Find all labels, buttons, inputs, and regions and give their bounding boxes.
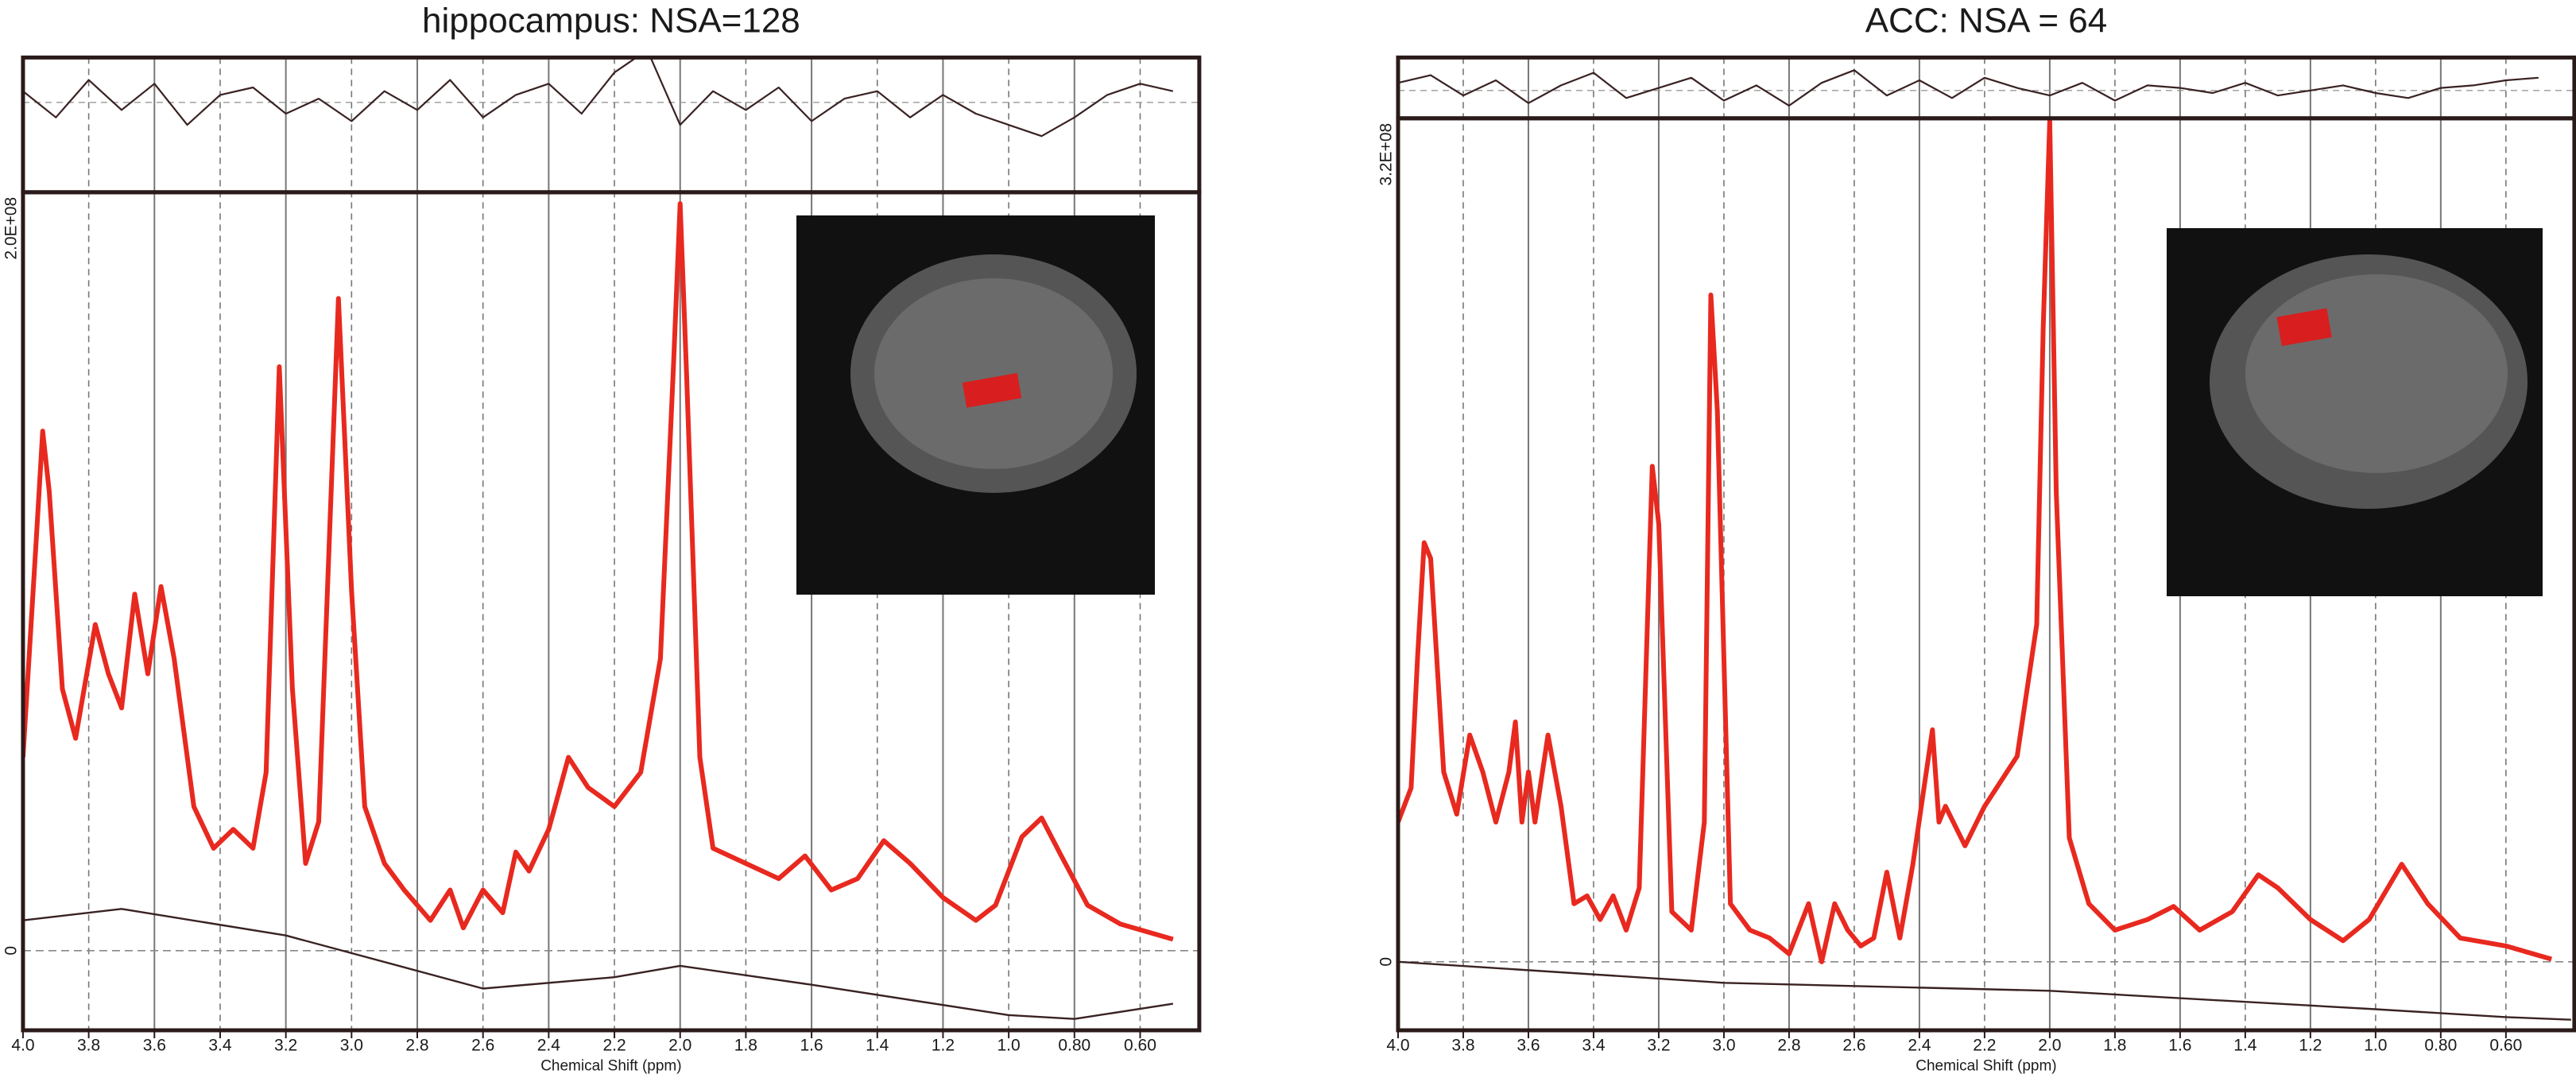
x-tick-label: 4.0 bbox=[1386, 1037, 1409, 1055]
residual-frame bbox=[1396, 55, 2576, 121]
chart-title: hippocampus: NSA=128 bbox=[422, 2, 800, 41]
x-tick-label: 1.4 bbox=[866, 1037, 889, 1055]
x-tick-label: 1.0 bbox=[997, 1037, 1021, 1055]
x-tick-label: 2.8 bbox=[1777, 1037, 1800, 1055]
x-tick-label: 1.6 bbox=[2168, 1037, 2191, 1055]
x-tick-label: 2.2 bbox=[1973, 1037, 1996, 1055]
x-tick-label: 1.2 bbox=[2299, 1037, 2322, 1055]
y-tick-label: 0 bbox=[2, 946, 20, 956]
x-tick-label: 3.8 bbox=[77, 1037, 100, 1055]
voxel bbox=[2276, 308, 2332, 347]
baseline-line bbox=[22, 908, 1173, 1020]
x-tick-label: 3.0 bbox=[1712, 1037, 1735, 1055]
y-tick-label: 3.2E+08 bbox=[1377, 123, 1396, 186]
plot-frame bbox=[21, 190, 1202, 1033]
x-tick-label: 1.0 bbox=[2364, 1037, 2387, 1055]
x-tick-label: 0.60 bbox=[2489, 1037, 2522, 1055]
x-tick-label: 3.2 bbox=[274, 1037, 297, 1055]
mri-inset bbox=[796, 215, 1155, 595]
x-tick-label: 1.8 bbox=[2103, 1037, 2126, 1055]
x-tick-label: 3.2 bbox=[1647, 1037, 1670, 1055]
y-tick-label: 2.0E+08 bbox=[2, 197, 20, 260]
residual-line bbox=[22, 57, 1174, 138]
x-tick-label: 3.4 bbox=[208, 1037, 232, 1055]
x-tick-label: 0.80 bbox=[2424, 1037, 2457, 1055]
panel: ACC: NSA = 64 Chemical Shift (ppm) 4.0 3.8 3… bbox=[1377, 2, 2576, 1074]
brain-inner bbox=[2245, 274, 2508, 473]
x-tick-label: 3.6 bbox=[143, 1037, 166, 1055]
x-tick-label: 2.4 bbox=[537, 1037, 561, 1055]
x-tick-label: 0.80 bbox=[1058, 1037, 1090, 1055]
plot-area bbox=[1397, 69, 2574, 1021]
x-tick-label: 2.2 bbox=[602, 1037, 626, 1055]
x-tick-label: 4.0 bbox=[11, 1037, 34, 1055]
x-tick-label: 2.0 bbox=[668, 1037, 691, 1055]
x-tick-label: 1.8 bbox=[734, 1037, 757, 1055]
x-tick-label: 3.8 bbox=[1451, 1037, 1474, 1055]
x-tick-label: 2.6 bbox=[1842, 1037, 1865, 1055]
fit-line bbox=[22, 201, 1174, 942]
x-tick-label: 3.0 bbox=[340, 1037, 363, 1055]
x-tick-label: 2.4 bbox=[1908, 1037, 1931, 1055]
baseline-line bbox=[1397, 960, 2571, 1021]
plot-area bbox=[22, 57, 1199, 1020]
brain-inner bbox=[874, 278, 1113, 469]
x-tick-label: 1.6 bbox=[800, 1037, 823, 1055]
plot-frame bbox=[1396, 116, 2576, 1033]
y-tick-label: 0 bbox=[1377, 957, 1396, 967]
mri-inset bbox=[2167, 228, 2543, 596]
x-tick-label: 3.4 bbox=[1582, 1037, 1606, 1055]
x-axis-title: Chemical Shift (ppm) bbox=[540, 1057, 681, 1074]
x-tick-label: 1.4 bbox=[2233, 1037, 2257, 1055]
x-tick-label: 0.60 bbox=[1124, 1037, 1156, 1055]
fit-line bbox=[1397, 118, 2553, 964]
x-tick-label: 2.6 bbox=[471, 1037, 494, 1055]
x-tick-label: 1.2 bbox=[932, 1037, 955, 1055]
residual-line bbox=[1397, 69, 2539, 107]
chart-title: ACC: NSA = 64 bbox=[1865, 2, 2107, 41]
voxel bbox=[962, 373, 1022, 408]
x-tick-label: 2.8 bbox=[405, 1037, 428, 1055]
x-axis-title: Chemical Shift (ppm) bbox=[1916, 1057, 2056, 1074]
x-tick-label: 3.6 bbox=[1517, 1037, 1540, 1055]
x-tick-label: 2.0 bbox=[2038, 1037, 2061, 1055]
